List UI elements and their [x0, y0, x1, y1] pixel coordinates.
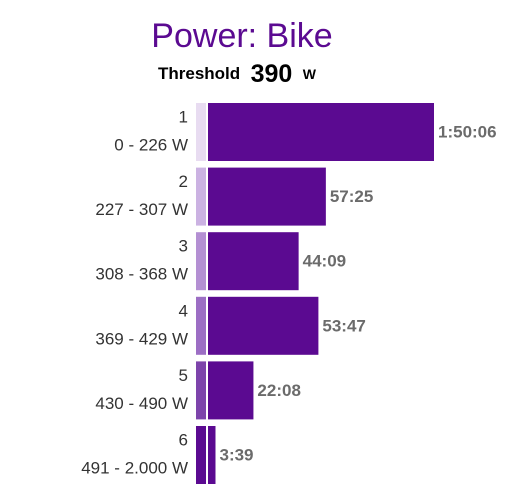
threshold-label: Threshold — [158, 64, 240, 83]
value-label: 57:25 — [330, 187, 373, 206]
zone-number: 4 — [179, 301, 188, 320]
bar — [208, 232, 299, 291]
value-label: 22:08 — [257, 381, 300, 400]
zone-number: 6 — [179, 430, 188, 449]
zone-range: 227 - 307 W — [95, 200, 188, 219]
threshold: Threshold 390 W — [158, 60, 317, 88]
bar — [208, 296, 319, 355]
zone-range: 369 - 429 W — [95, 329, 188, 348]
value-label: 3:39 — [219, 445, 253, 464]
bar — [208, 103, 434, 161]
zone-range: 308 - 368 W — [95, 265, 188, 284]
zone-number: 5 — [179, 366, 188, 385]
bar — [208, 426, 216, 484]
threshold-value: 390 — [251, 60, 293, 88]
zone-range: 430 - 490 W — [95, 394, 188, 413]
zone-strip — [196, 426, 206, 484]
bar — [208, 361, 254, 420]
zone-strip — [196, 232, 206, 291]
zone-strip — [196, 103, 206, 161]
zone-number: 1 — [179, 107, 188, 126]
zone-range: 491 - 2.000 W — [81, 458, 188, 477]
value-label: 44:09 — [303, 252, 346, 271]
zone-strip — [196, 167, 206, 226]
zone-number: 3 — [179, 237, 188, 256]
chart-title: Power: Bike — [151, 17, 332, 55]
zone-strip — [196, 296, 206, 355]
value-label: 1:50:06 — [438, 122, 497, 141]
threshold-unit: W — [303, 66, 317, 82]
zone-strip — [196, 361, 206, 420]
zone-number: 2 — [179, 172, 188, 191]
zone-range: 0 - 226 W — [114, 135, 188, 154]
bar — [208, 167, 326, 226]
value-label: 53:47 — [322, 316, 365, 335]
